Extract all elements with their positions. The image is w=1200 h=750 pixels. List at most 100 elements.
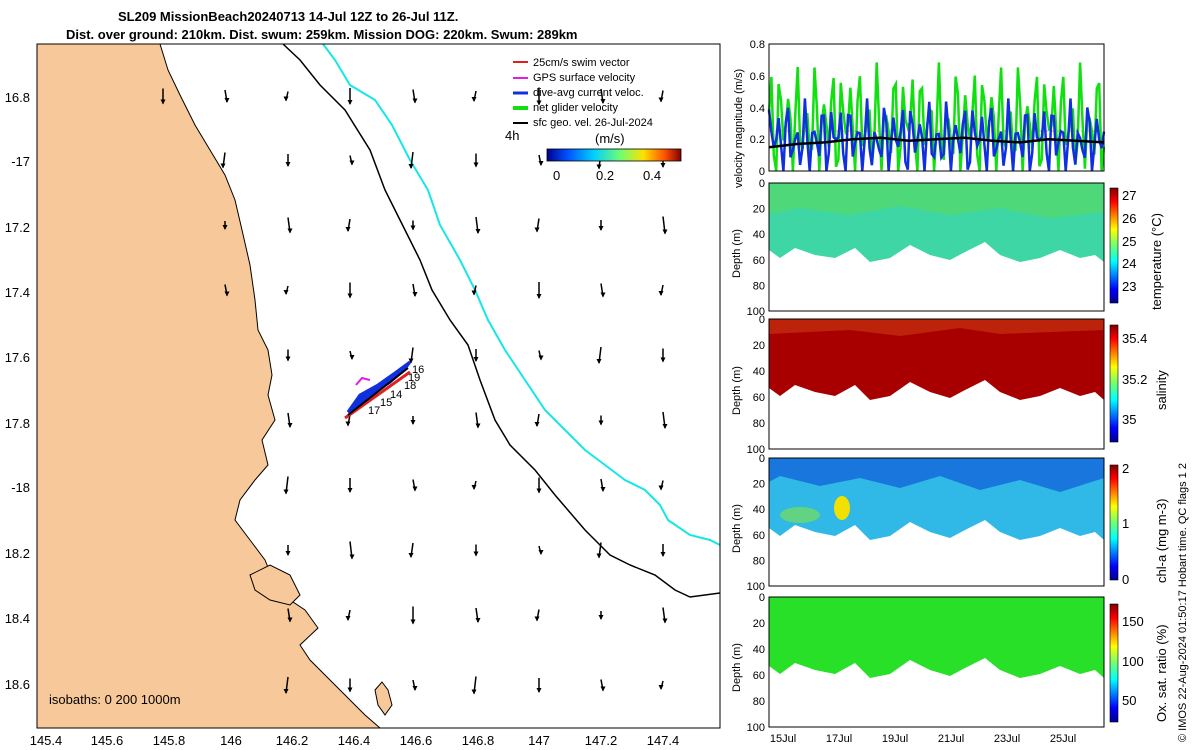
current-arrow-head bbox=[600, 292, 606, 298]
depth-tick: 20 bbox=[753, 204, 765, 216]
timeline-ticks: 15Jul 17Jul 19Jul 21Jul 23Jul 25Jul bbox=[770, 733, 1076, 745]
depth-tick: 100 bbox=[747, 581, 765, 593]
current-arrow-head bbox=[412, 292, 418, 297]
time-tick: 25Jul bbox=[1050, 733, 1076, 745]
current-arrow-head bbox=[287, 423, 293, 428]
depth-ylabel: Depth (m) bbox=[731, 504, 743, 553]
current-arrow-head bbox=[285, 356, 291, 362]
isobaths-label: isobaths: 0 200 1000m bbox=[49, 692, 181, 707]
legend-label: GPS surface velocity bbox=[533, 72, 636, 84]
map-x-tick: 145.4 bbox=[30, 733, 63, 748]
map-y-tick: 18.6 bbox=[5, 677, 30, 692]
current-arrow-head bbox=[475, 618, 481, 623]
map-x-tick: 146.4 bbox=[338, 733, 371, 748]
speed-colorbar bbox=[546, 148, 682, 162]
map-y-tick: 17.8 bbox=[5, 416, 30, 431]
map-x-tick: 146.2 bbox=[276, 733, 309, 748]
legend-label: dive-avg current veloc. bbox=[533, 87, 644, 99]
current-arrow-head bbox=[412, 486, 418, 492]
cbar-tick: 100 bbox=[1122, 654, 1144, 669]
current-arrow-head bbox=[538, 161, 544, 166]
temperature-panel: 27 26 25 24 23 temperature (°C) Depth (m… bbox=[731, 182, 1164, 312]
current-arrow-head bbox=[475, 423, 481, 429]
colorbar-unit: (m/s) bbox=[595, 131, 625, 146]
copyright-note: © IMOS 22-Aug-2024 01:50:17 Hobart time.… bbox=[1177, 463, 1189, 742]
map-x-tick: 146.8 bbox=[462, 733, 495, 748]
current-arrow-head bbox=[471, 97, 477, 102]
depth-tick: 0 bbox=[759, 314, 765, 326]
gps-track bbox=[355, 376, 371, 386]
cbar-label: salinity bbox=[1154, 370, 1169, 410]
oxygen-colorbar bbox=[1109, 603, 1119, 723]
depth-tick: 60 bbox=[753, 392, 765, 404]
map-y-tick: -17 bbox=[11, 154, 30, 169]
swim-vector-track bbox=[344, 370, 411, 420]
map-y-tick: 18.4 bbox=[5, 611, 30, 626]
surface-velocity-arrows bbox=[160, 87, 668, 695]
current-arrow-head bbox=[536, 488, 542, 494]
series-sfc-geo-velocity bbox=[768, 136, 1105, 149]
cbar-label: Ox. sat. ratio (%) bbox=[1154, 624, 1169, 722]
depth-tick: 60 bbox=[753, 255, 765, 267]
salinity-colorbar bbox=[1109, 324, 1119, 443]
current-arrow-head bbox=[408, 553, 414, 558]
velocity-ylabel: velocity magnitude (m/s) bbox=[733, 69, 745, 188]
current-arrow-head bbox=[536, 294, 542, 299]
current-arrow-head bbox=[408, 358, 414, 364]
map-y-tick: -18 bbox=[11, 480, 30, 495]
cbar-tick: 24 bbox=[1122, 256, 1136, 271]
time-tick: 19Jul bbox=[882, 733, 908, 745]
cbar-tick: 35.2 bbox=[1122, 372, 1147, 387]
salinity-frame bbox=[768, 318, 1105, 450]
series-dive-avg-current bbox=[767, 98, 1106, 172]
cbar-tick: 25 bbox=[1122, 234, 1136, 249]
current-arrow-head bbox=[345, 227, 351, 232]
cbar-tick: 1 bbox=[1122, 516, 1129, 531]
current-arrow-head bbox=[658, 685, 664, 690]
current-arrow-head bbox=[412, 686, 418, 691]
salinity-panel: 35.4 35.2 35 salinity Depth (m) bbox=[731, 318, 1169, 450]
map-y-tick: 16.8 bbox=[5, 90, 30, 105]
map-x-tick: 146.6 bbox=[400, 733, 433, 748]
velocity-ytick: 0.4 bbox=[750, 103, 765, 115]
salinity-surface-layer bbox=[769, 319, 1104, 336]
glider-track: 16 19 18 14 15 17 bbox=[344, 360, 424, 420]
current-arrow-head bbox=[345, 421, 351, 427]
current-arrow-head bbox=[287, 228, 293, 234]
current-arrow-head bbox=[596, 553, 602, 559]
depth-tick: 40 bbox=[753, 644, 765, 656]
depth-tick: 80 bbox=[753, 418, 765, 430]
current-arrow-head bbox=[534, 422, 540, 427]
current-arrow-head bbox=[660, 357, 666, 363]
current-arrow-head bbox=[598, 420, 604, 426]
map-y-tick: 17.4 bbox=[5, 285, 30, 300]
title-line-2: Dist. over ground: 210km. Dist. swum: 25… bbox=[66, 27, 578, 42]
cbar-tick: 2 bbox=[1122, 461, 1129, 476]
velocity-ytick: 0.2 bbox=[750, 134, 765, 146]
depth-tick: 60 bbox=[753, 670, 765, 682]
cbar-tick: 35 bbox=[1122, 412, 1136, 427]
oxygen-panel: 150 100 50 Ox. sat. ratio (%) Depth (m) bbox=[731, 596, 1169, 728]
depth-tick: 40 bbox=[753, 229, 765, 241]
chl-patch bbox=[780, 507, 820, 523]
colorbar-tick: 0 bbox=[553, 168, 560, 183]
depth-tick: 100 bbox=[747, 444, 765, 456]
isobath-1000 bbox=[322, 43, 721, 546]
current-arrow-head bbox=[536, 100, 542, 106]
depth-ylabel: Depth (m) bbox=[731, 229, 743, 278]
depth-ticks: 0204060801000204060801000204060801000204… bbox=[747, 178, 765, 734]
velocity-frame bbox=[768, 43, 1105, 172]
legend-label: 25cm/s swim vector bbox=[533, 57, 630, 69]
land-mass bbox=[36, 43, 382, 729]
track-label: 17 bbox=[368, 405, 380, 417]
map-y-tick: 17.6 bbox=[5, 350, 30, 365]
current-arrow-head bbox=[410, 420, 416, 425]
map-y-tick: 17.2 bbox=[5, 220, 30, 235]
map-y-tick: 18.2 bbox=[5, 546, 30, 561]
velocity-ytick: 0.6 bbox=[750, 71, 765, 83]
current-arrow-head bbox=[349, 554, 355, 560]
map-x-ticks: 145.4 145.6 145.8 146 146.2 146.4 146.6 … bbox=[30, 733, 680, 748]
current-arrow-head bbox=[220, 163, 226, 169]
cbar-tick: 26 bbox=[1122, 211, 1136, 226]
track-label: 14 bbox=[390, 389, 402, 401]
